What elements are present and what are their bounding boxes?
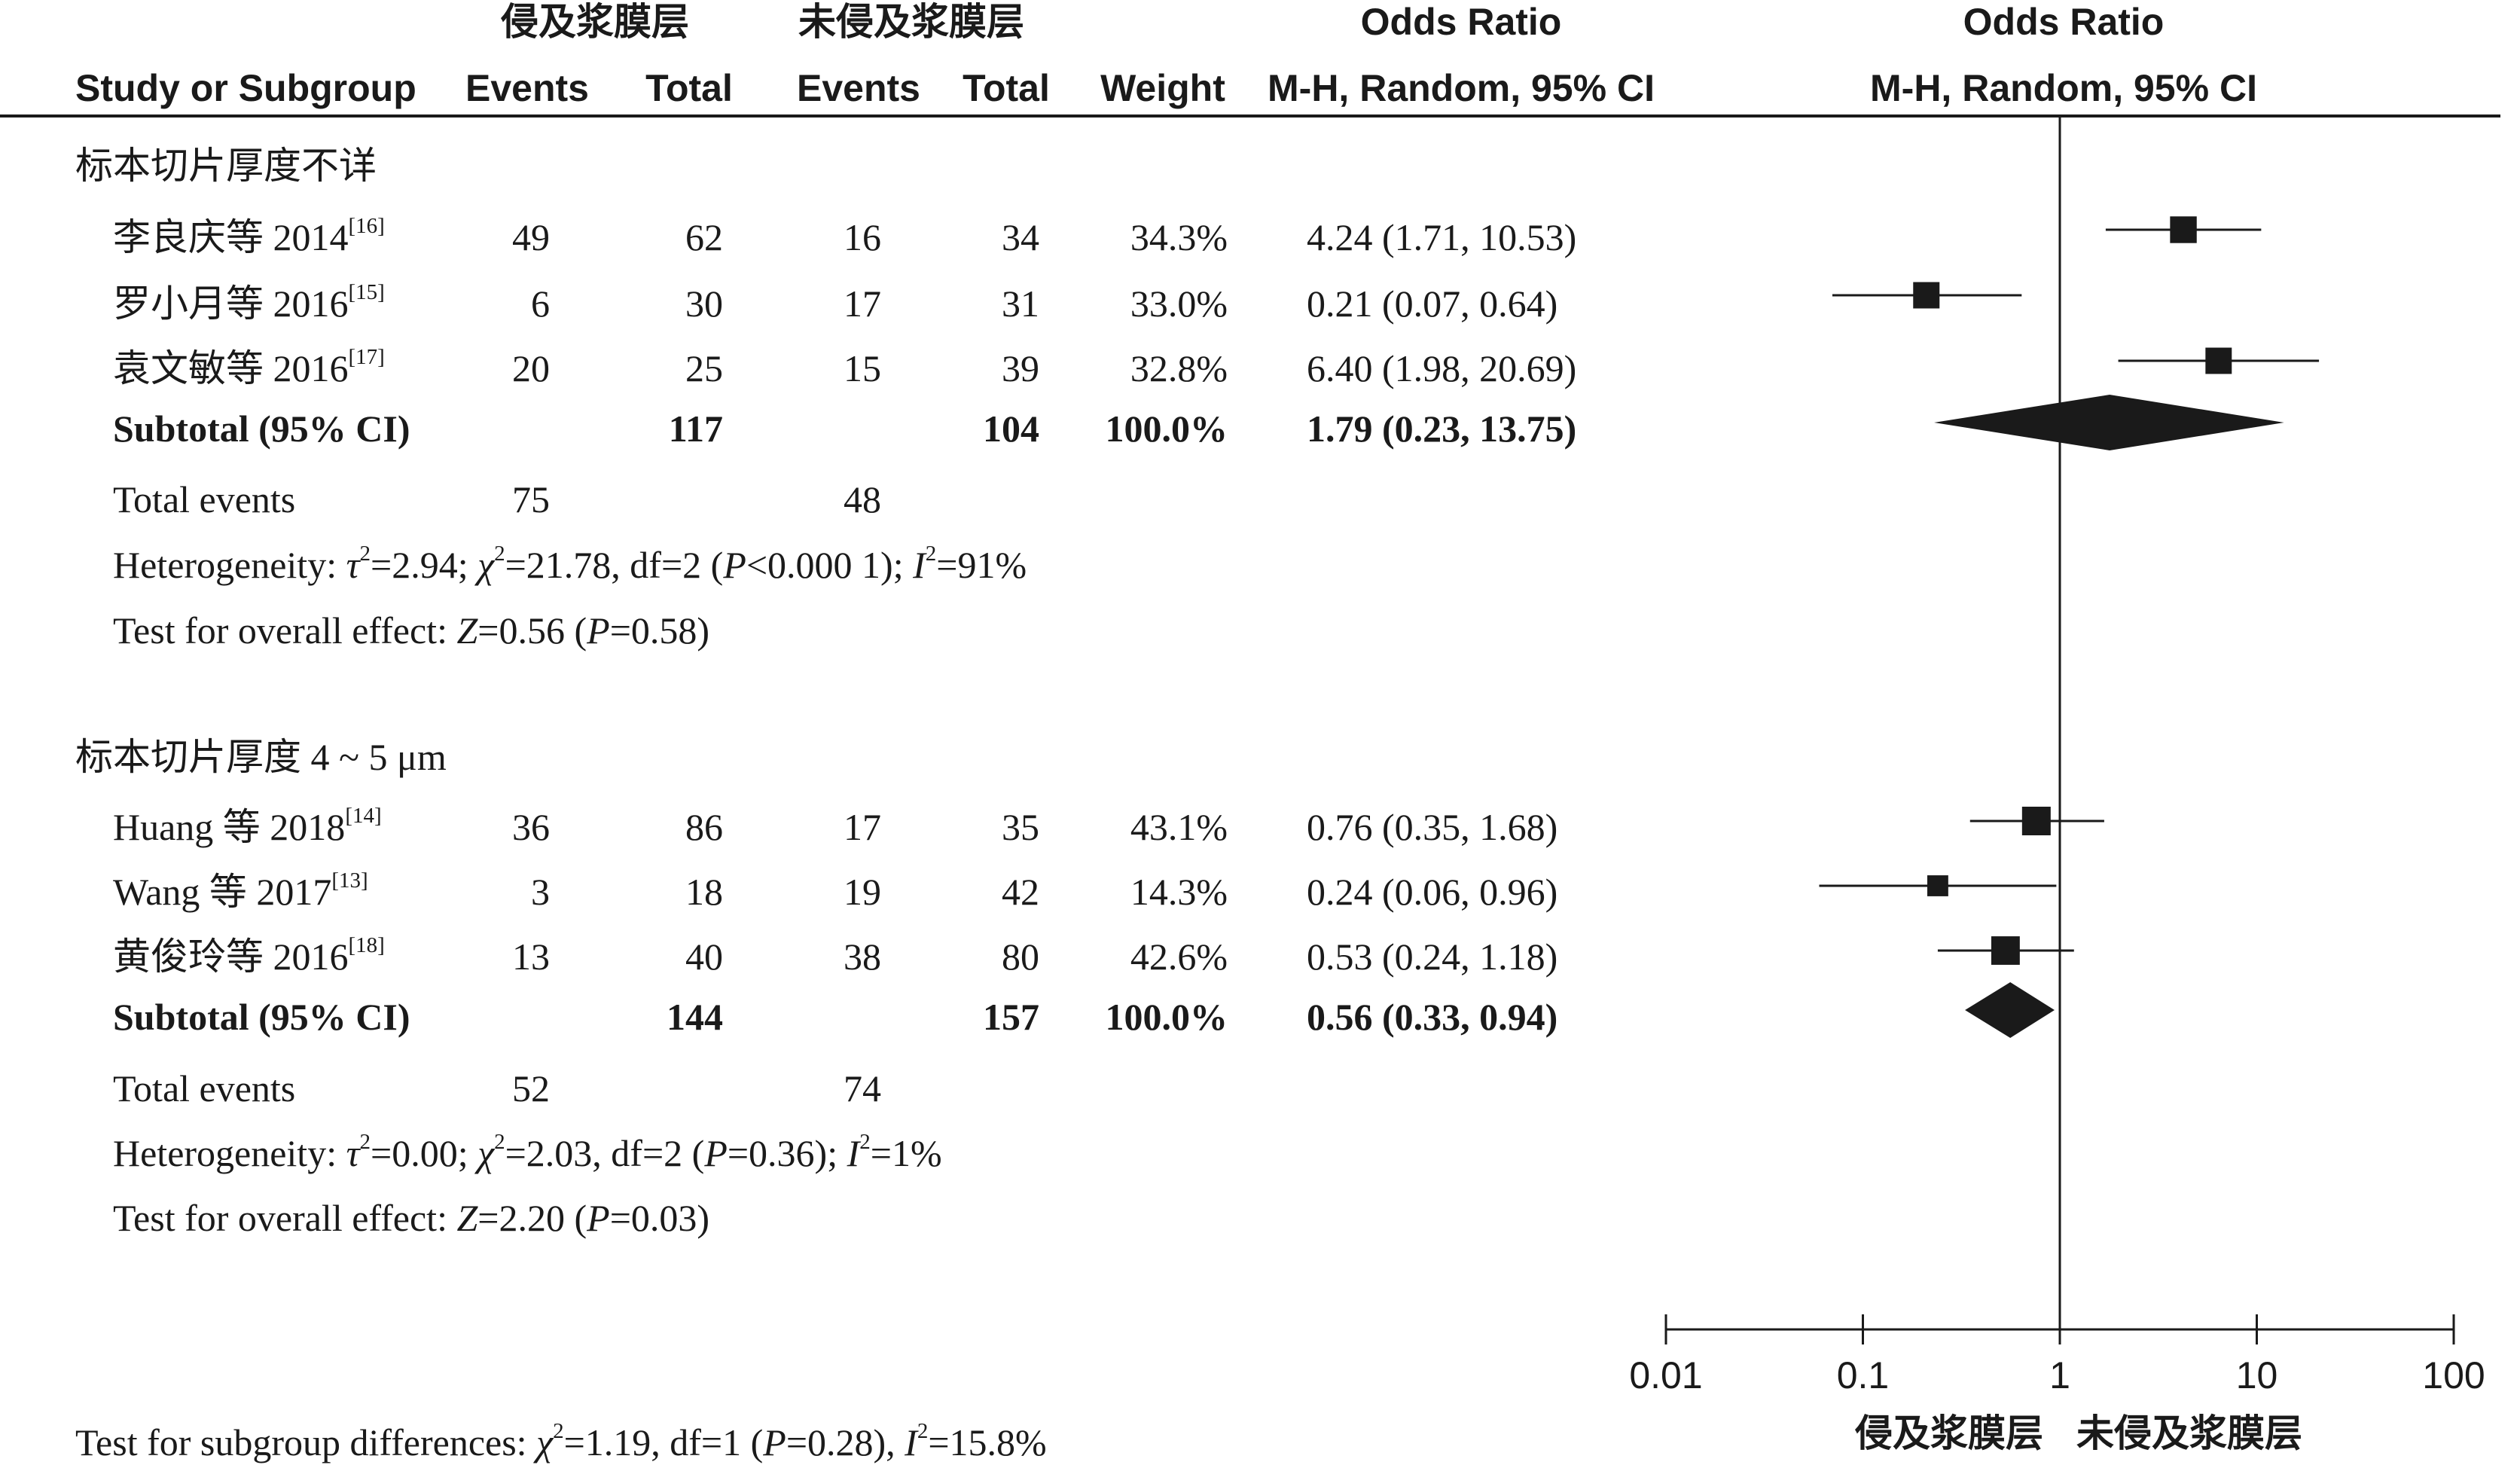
events1: 6 bbox=[531, 282, 550, 325]
events2: 19 bbox=[844, 871, 881, 913]
x-axis-tick-label: 0.1 bbox=[1837, 1354, 1890, 1396]
or-ci: 0.24 (0.06, 0.96) bbox=[1307, 871, 1558, 913]
total-events-label: Total events bbox=[113, 478, 296, 520]
total2: 34 bbox=[1002, 216, 1039, 258]
subtotal-total2: 157 bbox=[983, 996, 1039, 1038]
subgroup-title: 标本切片厚度 4 ~ 5 μm bbox=[75, 736, 447, 778]
weight: 43.1% bbox=[1130, 806, 1228, 848]
overall-effect-line: Test for overall effect: Z=0.56 (P=0.58) bbox=[113, 609, 710, 652]
or-ci: 0.76 (0.35, 1.68) bbox=[1307, 806, 1558, 848]
subtotal-label: Subtotal (95% CI) bbox=[113, 407, 410, 450]
events2: 15 bbox=[844, 347, 881, 389]
events1: 3 bbox=[531, 871, 550, 913]
x-axis-tick-label: 100 bbox=[2422, 1354, 2485, 1396]
total2: 31 bbox=[1002, 282, 1039, 325]
subtotal-weight: 100.0% bbox=[1105, 996, 1228, 1038]
total2: 35 bbox=[1002, 806, 1039, 848]
subtotal-weight: 100.0% bbox=[1105, 407, 1228, 450]
total1: 25 bbox=[685, 347, 723, 389]
subtotal-label: Subtotal (95% CI) bbox=[113, 996, 410, 1038]
subtotal-ci: 0.56 (0.33, 0.94) bbox=[1307, 996, 1558, 1038]
events1: 13 bbox=[512, 935, 550, 978]
subtotal-diamond bbox=[1965, 982, 2055, 1038]
weight-header: Weight bbox=[1100, 67, 1225, 109]
events1-header: Events bbox=[465, 67, 589, 109]
total-events-label: Total events bbox=[113, 1067, 296, 1109]
events2: 17 bbox=[844, 806, 881, 848]
subgroup-differences-line: Test for subgroup differences: χ2=1.19, … bbox=[75, 1418, 1047, 1463]
weight: 14.3% bbox=[1130, 871, 1228, 913]
weight: 34.3% bbox=[1130, 216, 1228, 258]
header-rule bbox=[0, 114, 2500, 118]
or-title-right: Odds Ratio bbox=[1963, 1, 2165, 43]
or-ci: 4.24 (1.71, 10.53) bbox=[1307, 216, 1577, 258]
total1: 86 bbox=[685, 806, 723, 848]
total1-header: Total bbox=[645, 67, 733, 109]
favours-right-label: 未侵及浆膜层 bbox=[2076, 1412, 2302, 1455]
study-marker bbox=[1927, 875, 1948, 896]
study-marker bbox=[2205, 347, 2232, 374]
total2: 42 bbox=[1002, 871, 1039, 913]
study-marker bbox=[1991, 936, 2020, 965]
total-events1: 75 bbox=[512, 478, 550, 520]
or-method-left: M-H, Random, 95% CI bbox=[1268, 67, 1655, 109]
events1: 49 bbox=[512, 216, 550, 258]
study-marker bbox=[2021, 807, 2051, 835]
events2: 17 bbox=[844, 282, 881, 325]
events2: 38 bbox=[844, 935, 881, 978]
total-events1: 52 bbox=[512, 1067, 550, 1109]
or-ci: 0.21 (0.07, 0.64) bbox=[1307, 282, 1558, 325]
study-marker bbox=[2170, 216, 2197, 243]
study-marker bbox=[1913, 282, 1940, 309]
total1: 18 bbox=[685, 871, 723, 913]
x-axis-tick-label: 1 bbox=[2049, 1354, 2070, 1396]
subtotal-diamond bbox=[1934, 395, 2284, 450]
total2: 80 bbox=[1002, 935, 1039, 978]
or-ci: 0.53 (0.24, 1.18) bbox=[1307, 935, 1558, 978]
or-method-right: M-H, Random, 95% CI bbox=[1870, 67, 2257, 109]
x-axis-tick-label: 10 bbox=[2236, 1354, 2278, 1396]
x-axis-tick-label: 0.01 bbox=[1629, 1354, 1702, 1396]
total1: 62 bbox=[685, 216, 723, 258]
study-name: 李良庆等 2014[16] bbox=[113, 213, 385, 258]
study-name: 袁文敏等 2016[17] bbox=[113, 344, 385, 389]
total-events2: 74 bbox=[844, 1067, 881, 1109]
total1: 40 bbox=[685, 935, 723, 978]
study-name: Wang 等 2017[13] bbox=[113, 868, 368, 913]
study-name: 罗小月等 2016[15] bbox=[113, 279, 385, 325]
events2: 16 bbox=[844, 216, 881, 258]
total-events2: 48 bbox=[844, 478, 881, 520]
events1: 20 bbox=[512, 347, 550, 389]
events1: 36 bbox=[512, 806, 550, 848]
subtotal-total1: 117 bbox=[668, 407, 723, 450]
favours-left-label: 侵及浆膜层 bbox=[1854, 1412, 2043, 1455]
study-name: Huang 等 2018[14] bbox=[113, 803, 382, 848]
weight: 42.6% bbox=[1130, 935, 1228, 978]
or-ci: 6.40 (1.98, 20.69) bbox=[1307, 347, 1577, 389]
total1: 30 bbox=[685, 282, 723, 325]
events2-header: Events bbox=[797, 67, 920, 109]
subtotal-ci: 1.79 (0.23, 13.75) bbox=[1307, 407, 1577, 450]
overall-effect-line: Test for overall effect: Z=2.20 (P=0.03) bbox=[113, 1197, 710, 1239]
or-title-left: Odds Ratio bbox=[1360, 1, 1562, 43]
heterogeneity-line: Heterogeneity: τ2=2.94; χ2=21.78, df=2 (… bbox=[113, 541, 1027, 586]
weight: 33.0% bbox=[1130, 282, 1228, 325]
subtotal-total1: 144 bbox=[667, 996, 723, 1038]
study-header: Study or Subgroup bbox=[75, 67, 416, 109]
subgroup-title: 标本切片厚度不详 bbox=[75, 145, 377, 187]
study-name: 黄俊玲等 2016[18] bbox=[113, 932, 385, 978]
weight: 32.8% bbox=[1130, 347, 1228, 389]
group1-header: 侵及浆膜层 bbox=[501, 1, 689, 43]
group2-header: 未侵及浆膜层 bbox=[798, 1, 1024, 43]
subtotal-total2: 104 bbox=[983, 407, 1039, 450]
total2: 39 bbox=[1002, 347, 1039, 389]
heterogeneity-line: Heterogeneity: τ2=0.00; χ2=2.03, df=2 (P… bbox=[113, 1129, 942, 1174]
total2-header: Total bbox=[963, 67, 1050, 109]
